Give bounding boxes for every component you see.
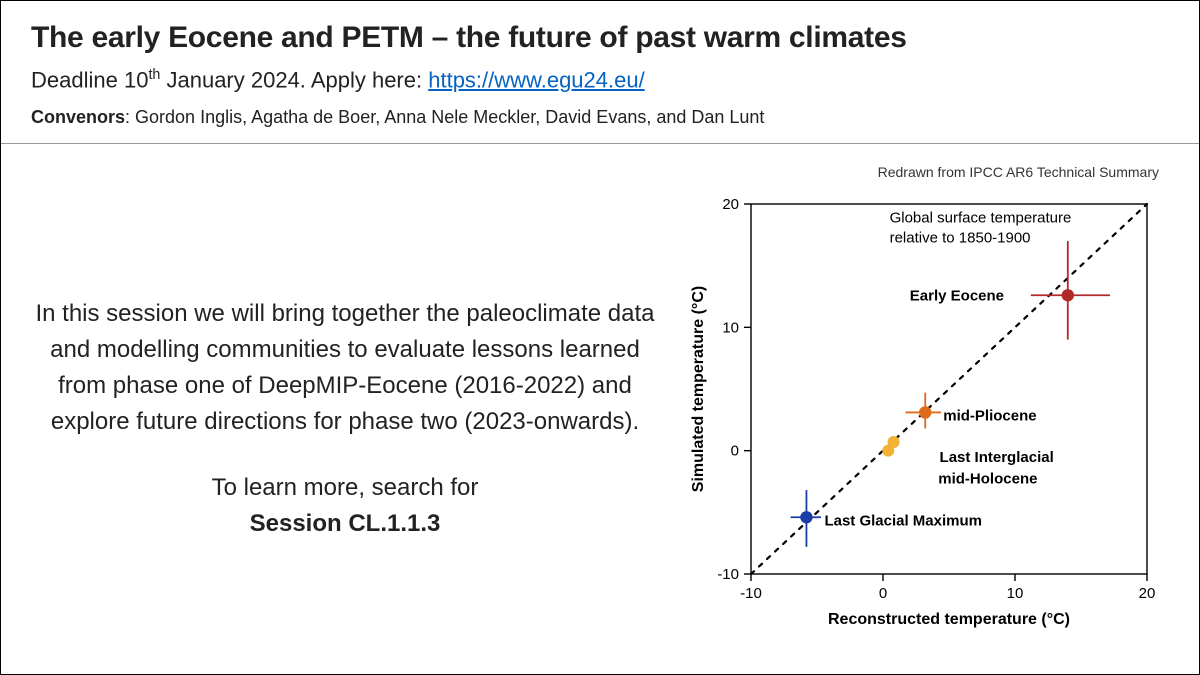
session-description: In this session we will bring together t… xyxy=(31,296,659,440)
svg-text:10: 10 xyxy=(1007,585,1024,602)
svg-text:Last Interglacial: Last Interglacial xyxy=(940,449,1054,466)
convenors-line: Convenors: Gordon Inglis, Agatha de Boer… xyxy=(31,107,1169,128)
svg-text:-10: -10 xyxy=(717,566,739,583)
body-block: In this session we will bring together t… xyxy=(1,144,1199,654)
svg-text:0: 0 xyxy=(731,443,739,460)
session-code: Session CL.1.1.3 xyxy=(31,506,659,542)
svg-text:0: 0 xyxy=(879,585,887,602)
svg-text:mid-Pliocene: mid-Pliocene xyxy=(943,408,1036,425)
chart-column: Redrawn from IPCC AR6 Technical Summary … xyxy=(679,164,1169,634)
deadline-prefix: Deadline 10 xyxy=(31,67,148,92)
deadline-sup: th xyxy=(148,67,160,83)
svg-text:mid-Holocene: mid-Holocene xyxy=(938,471,1037,488)
svg-text:relative to 1850-1900: relative to 1850-1900 xyxy=(890,230,1031,247)
convenors-label: Convenors xyxy=(31,107,125,127)
svg-text:Global surface temperature: Global surface temperature xyxy=(890,210,1072,227)
deadline-line: Deadline 10th January 2024. Apply here: … xyxy=(31,67,1169,93)
text-column: In this session we will bring together t… xyxy=(31,164,659,634)
svg-text:20: 20 xyxy=(722,196,739,213)
apply-link[interactable]: https://www.egu24.eu/ xyxy=(428,67,644,92)
header-block: The early Eocene and PETM – the future o… xyxy=(1,1,1199,144)
climate-scatter-chart: -10 0 10 20 -10 0 10 20 Reconstructed temperatur… xyxy=(679,184,1169,634)
deadline-suffix: January 2024. Apply here: xyxy=(160,67,428,92)
svg-text:Early Eocene: Early Eocene xyxy=(910,288,1004,305)
cta-text: To learn more, search for xyxy=(212,474,479,501)
chart-source-note: Redrawn from IPCC AR6 Technical Summary xyxy=(679,164,1169,180)
svg-text:Last Glacial Maximum: Last Glacial Maximum xyxy=(824,513,982,530)
svg-text:Reconstructed temperature (°C): Reconstructed temperature (°C) xyxy=(828,611,1070,628)
svg-text:20: 20 xyxy=(1139,585,1156,602)
svg-text:-10: -10 xyxy=(740,585,762,602)
svg-text:10: 10 xyxy=(722,320,739,337)
svg-text:Simulated temperature (°C): Simulated temperature (°C) xyxy=(690,286,707,492)
call-to-action: To learn more, search for Session CL.1.1… xyxy=(31,470,659,542)
convenors-names: : Gordon Inglis, Agatha de Boer, Anna Ne… xyxy=(125,107,764,127)
page-title: The early Eocene and PETM – the future o… xyxy=(31,21,1169,55)
